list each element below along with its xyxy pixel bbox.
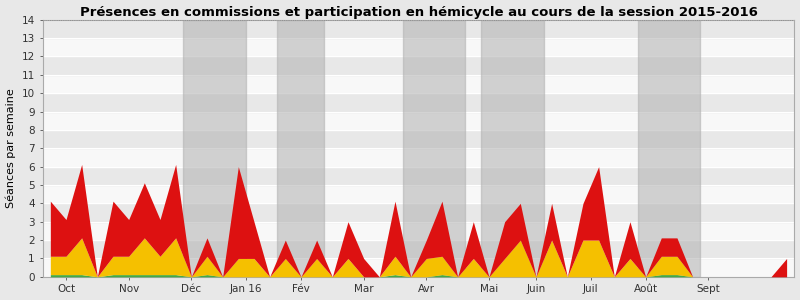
Bar xyxy=(42,203,794,222)
Bar xyxy=(42,20,794,38)
Bar xyxy=(481,20,544,277)
Bar xyxy=(278,20,325,277)
Bar xyxy=(42,75,794,93)
Bar xyxy=(42,167,794,185)
Bar xyxy=(42,56,794,75)
Y-axis label: Séances par semaine: Séances par semaine xyxy=(6,88,16,208)
Bar xyxy=(638,20,701,277)
Bar xyxy=(403,20,466,277)
Bar xyxy=(42,93,794,112)
Bar xyxy=(42,148,794,166)
Bar xyxy=(42,38,794,56)
Bar xyxy=(42,185,794,203)
Bar xyxy=(42,112,794,130)
Bar xyxy=(42,130,794,148)
Bar xyxy=(183,20,246,277)
Title: Présences en commissions et participation en hémicycle au cours de la session 20: Présences en commissions et participatio… xyxy=(79,6,758,19)
Bar xyxy=(42,222,794,240)
Bar xyxy=(42,240,794,258)
Bar xyxy=(42,258,794,277)
